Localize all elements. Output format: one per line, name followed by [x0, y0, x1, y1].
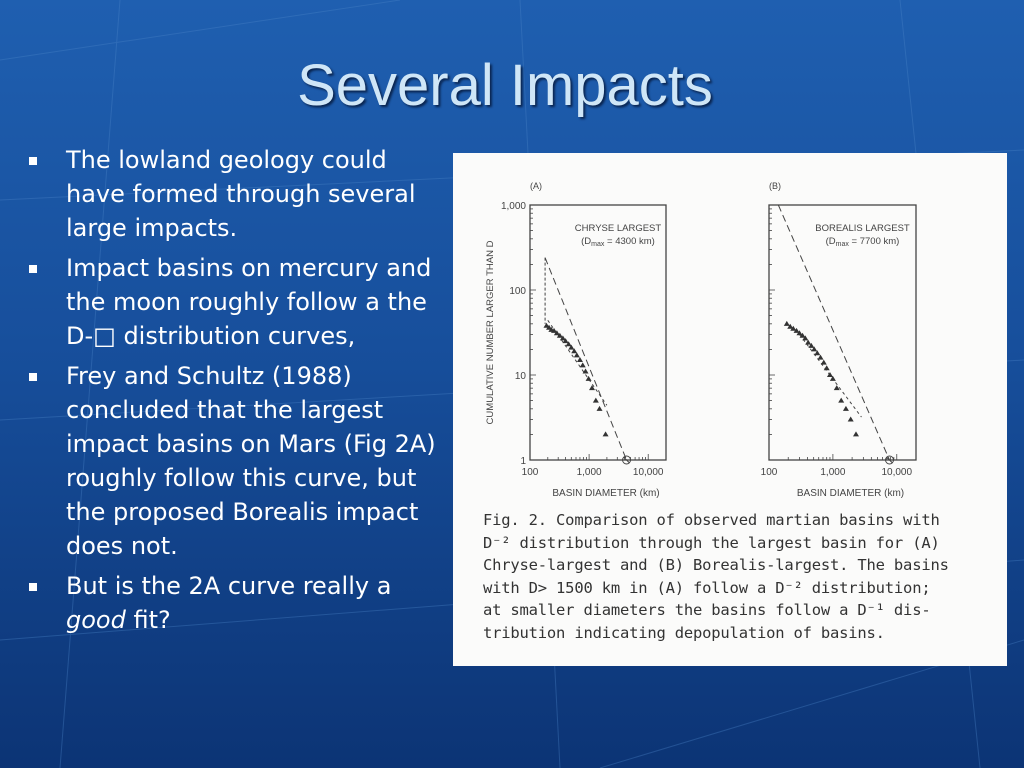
caption-line: with D> 1500 km in (A) follow a D⁻² dist…	[483, 578, 931, 597]
y-tick-label: 1,000	[501, 201, 526, 212]
legend-dmax-index: max	[591, 241, 605, 248]
data-point	[562, 338, 569, 344]
y-tick-label: 10	[515, 371, 527, 382]
x-axis-label: BASIN DIAMETER (km)	[797, 488, 904, 499]
data-point	[589, 385, 596, 391]
data-point	[573, 352, 580, 358]
slide-title: Several Impacts	[297, 53, 713, 118]
data-point	[805, 339, 812, 345]
legend-title: BOREALIS LARGEST	[815, 223, 910, 234]
data-point	[829, 375, 836, 381]
x-tick-label: 1,000	[577, 467, 602, 478]
data-point	[842, 405, 849, 411]
reference-line-d2	[544, 257, 628, 461]
data-point	[799, 332, 806, 338]
y-tick-label: 1	[520, 456, 526, 467]
bullet-marker	[29, 265, 37, 273]
data-point	[817, 354, 824, 360]
y-tick-label: 100	[509, 286, 526, 297]
figure-panel: (A) 100 1,000 10,000 1 10 100 1,000 BASIN DIAMET…	[453, 153, 1007, 666]
plot-frame	[529, 204, 667, 461]
data-point	[820, 359, 827, 365]
data-point	[576, 357, 583, 363]
legend-subtitle: (Dmax = 4300 km)	[581, 236, 655, 248]
x-tick-label: 10,000	[881, 467, 912, 478]
reference-line-d2	[777, 204, 890, 461]
x-tick-label: 1,000	[820, 467, 845, 478]
bullet-item: The lowland geology could have formed th…	[28, 143, 448, 245]
bullet-marker	[29, 157, 37, 165]
data-point	[852, 431, 859, 437]
reference-line-d1	[799, 334, 862, 418]
x-tick-label: 100	[761, 467, 778, 478]
panel-label: (A)	[530, 181, 542, 191]
legend-dmax: (D	[581, 236, 591, 247]
data-point	[568, 344, 575, 350]
data-point	[571, 348, 578, 354]
data-point	[592, 397, 599, 403]
legend-dmax-value: = 7700 km)	[849, 236, 899, 247]
largest-basin-mark	[623, 456, 630, 464]
figure-caption: Fig. 2. Comparison of observed martian b…	[483, 509, 993, 644]
bullet-marker	[29, 583, 37, 591]
data-point	[553, 330, 560, 336]
caption-line: at smaller diameters the basins follow a…	[483, 601, 931, 619]
data-point	[802, 335, 809, 341]
data-point	[823, 365, 830, 371]
bullet-item: Frey and Schultz (1988) concluded that t…	[28, 359, 448, 563]
data-point	[556, 332, 563, 338]
caption-line: Fig. 2. Comparison of observed martian b…	[483, 511, 940, 529]
data-point	[787, 323, 794, 329]
bullet-text: Frey and Schultz (1988) concluded that t…	[66, 362, 436, 560]
data-point	[793, 327, 800, 333]
bullet-item: Impact basins on mercury and the moon ro…	[28, 251, 448, 353]
bullet-text: Impact basins on mercury and the moon ro…	[66, 254, 432, 350]
data-point	[783, 320, 790, 326]
legend-dmax: (D	[826, 236, 836, 247]
bullet-text-before: But is the 2A curve really a	[66, 572, 392, 600]
data-point	[847, 416, 854, 422]
bullet-text-after: fit?	[125, 606, 171, 634]
data-point	[602, 431, 609, 437]
caption-line: tribution indicating depopulation of bas…	[483, 623, 885, 642]
data-point	[543, 322, 550, 328]
reference-line-d1	[547, 320, 608, 406]
y-axis-label: CUMULATIVE NUMBER LARGER THAN D	[485, 240, 496, 424]
data-point	[585, 375, 592, 381]
data-point	[551, 327, 558, 333]
data-point	[808, 342, 815, 348]
plot-frame	[768, 204, 917, 461]
legend-dmax-value: = 4300 km)	[604, 236, 654, 247]
data-point	[565, 341, 572, 347]
largest-basin-point	[622, 455, 632, 465]
bullet-list: The lowland geology could have formed th…	[28, 143, 448, 643]
data-point	[826, 372, 833, 377]
bullet-marker	[29, 373, 37, 381]
largest-basin-point	[885, 455, 895, 465]
legend-dmax-index: max	[836, 241, 850, 248]
data-point	[559, 335, 566, 341]
legend-title: CHRYSE LARGEST	[575, 223, 662, 234]
bullet-emphasis: good	[66, 606, 126, 634]
bullet-text: The lowland geology could have formed th…	[66, 146, 416, 242]
data-point	[838, 397, 845, 403]
x-tick-label: 100	[522, 467, 539, 478]
data-point	[596, 405, 603, 411]
data-point	[796, 330, 803, 336]
crater-size-chart: (A) 100 1,000 10,000 1 10 100 1,000 BASIN DIAMET…	[485, 181, 917, 499]
caption-line: D⁻² distribution through the largest bas…	[483, 533, 940, 552]
data-point	[579, 362, 586, 368]
bullet-item: But is the 2A curve really a good fit?	[28, 569, 448, 637]
legend-subtitle: (Dmax = 7700 km)	[826, 236, 900, 248]
panel-label: (B)	[769, 181, 781, 191]
x-axis-label: BASIN DIAMETER (km)	[552, 488, 659, 499]
data-point	[811, 346, 818, 352]
data-point	[790, 325, 797, 331]
data-point	[582, 368, 589, 374]
x-tick-label: 10,000	[633, 467, 664, 478]
largest-basin-mark	[886, 456, 893, 464]
caption-line: Chryse-largest and (B) Borealis-largest.…	[483, 556, 949, 574]
data-point	[833, 385, 840, 391]
data-point	[814, 350, 821, 356]
